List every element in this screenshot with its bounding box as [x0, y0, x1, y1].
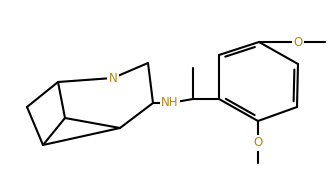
Text: O: O: [253, 137, 263, 149]
Text: NH: NH: [161, 96, 179, 109]
Text: N: N: [109, 72, 117, 84]
Text: O: O: [293, 36, 303, 49]
